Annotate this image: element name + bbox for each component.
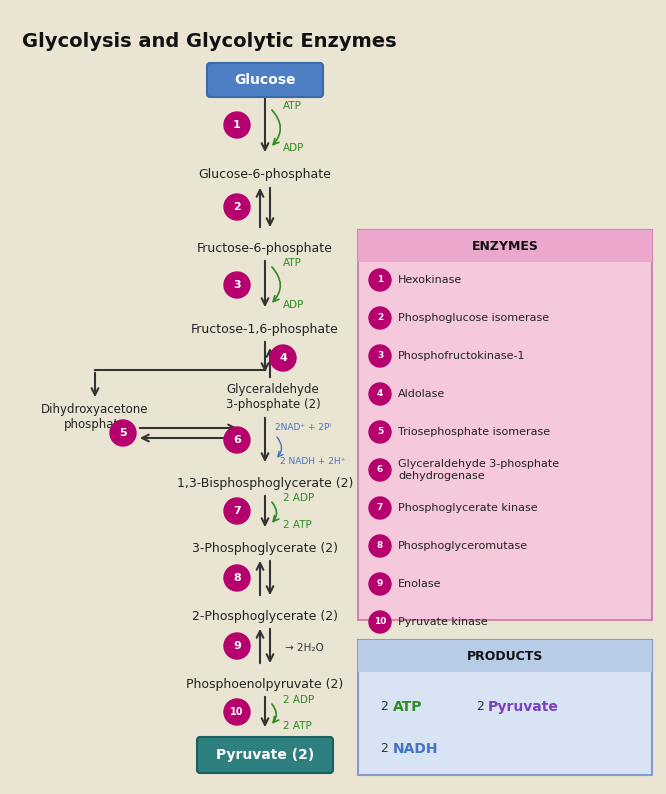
Text: ADP: ADP xyxy=(283,300,304,310)
Circle shape xyxy=(224,498,250,524)
Text: 2 ADP: 2 ADP xyxy=(283,493,314,503)
Text: Glucose-6-phosphate: Glucose-6-phosphate xyxy=(198,168,332,181)
FancyBboxPatch shape xyxy=(358,230,652,620)
Text: 2-Phosphoglycerate (2): 2-Phosphoglycerate (2) xyxy=(192,610,338,623)
Text: PRODUCTS: PRODUCTS xyxy=(467,649,543,662)
Text: 1,3-Bisphosphoglycerate (2): 1,3-Bisphosphoglycerate (2) xyxy=(176,477,353,490)
Text: 2: 2 xyxy=(380,700,388,714)
Text: 3: 3 xyxy=(233,280,241,290)
Text: 2: 2 xyxy=(233,202,241,212)
Text: Phosphoglyceromutase: Phosphoglyceromutase xyxy=(398,541,528,551)
Circle shape xyxy=(369,573,391,595)
Text: Glucose: Glucose xyxy=(234,73,296,87)
Text: 1: 1 xyxy=(377,276,383,284)
Circle shape xyxy=(369,535,391,557)
Text: Triosephosphate isomerase: Triosephosphate isomerase xyxy=(398,427,550,437)
Text: 1: 1 xyxy=(233,120,241,130)
Text: 2: 2 xyxy=(380,742,388,756)
Circle shape xyxy=(369,307,391,329)
Text: Glyceraldehyde 3-phosphate
dehydrogenase: Glyceraldehyde 3-phosphate dehydrogenase xyxy=(398,459,559,481)
Text: Fructose-1,6-phosphate: Fructose-1,6-phosphate xyxy=(191,323,339,336)
Text: 8: 8 xyxy=(377,542,383,550)
Circle shape xyxy=(369,383,391,405)
Text: Dihydroxyacetone
phosphate: Dihydroxyacetone phosphate xyxy=(41,403,149,431)
Text: Hexokinase: Hexokinase xyxy=(398,275,462,285)
Text: 6: 6 xyxy=(233,435,241,445)
Text: ADP: ADP xyxy=(283,143,304,153)
Text: 7: 7 xyxy=(233,506,241,516)
Circle shape xyxy=(224,565,250,591)
Text: 8: 8 xyxy=(233,573,241,583)
FancyBboxPatch shape xyxy=(197,737,333,773)
Text: 10: 10 xyxy=(374,618,386,626)
Text: 5: 5 xyxy=(377,427,383,437)
Circle shape xyxy=(369,497,391,519)
FancyBboxPatch shape xyxy=(358,640,652,775)
Text: Fructose-6-phosphate: Fructose-6-phosphate xyxy=(197,242,333,255)
Circle shape xyxy=(224,194,250,220)
Text: 2: 2 xyxy=(476,700,484,714)
Text: 2 ATP: 2 ATP xyxy=(283,520,312,530)
Text: Pyruvate: Pyruvate xyxy=(488,700,559,714)
Text: 2 ATP: 2 ATP xyxy=(283,721,312,731)
Circle shape xyxy=(224,699,250,725)
Text: ENZYMES: ENZYMES xyxy=(472,240,538,252)
Text: 4: 4 xyxy=(279,353,287,363)
Circle shape xyxy=(369,421,391,443)
Text: Enolase: Enolase xyxy=(398,579,442,589)
Text: Glyceraldehyde
3-phosphate (2): Glyceraldehyde 3-phosphate (2) xyxy=(226,383,320,411)
Text: Phosphoglucose isomerase: Phosphoglucose isomerase xyxy=(398,313,549,323)
Circle shape xyxy=(110,420,136,446)
Circle shape xyxy=(224,272,250,298)
Text: 3-Phosphoglycerate (2): 3-Phosphoglycerate (2) xyxy=(192,542,338,555)
Text: 2NAD⁺ + 2Pᴵ: 2NAD⁺ + 2Pᴵ xyxy=(275,423,331,433)
Text: Phosphofructokinase-1: Phosphofructokinase-1 xyxy=(398,351,525,361)
Text: 9: 9 xyxy=(233,641,241,651)
Text: ATP: ATP xyxy=(393,700,422,714)
Text: ATP: ATP xyxy=(283,101,302,111)
Text: 6: 6 xyxy=(377,465,383,475)
Text: 3: 3 xyxy=(377,352,383,360)
Circle shape xyxy=(224,427,250,453)
Text: NADH: NADH xyxy=(393,742,438,756)
Circle shape xyxy=(369,459,391,481)
Text: 5: 5 xyxy=(119,428,127,438)
FancyBboxPatch shape xyxy=(207,63,323,97)
Circle shape xyxy=(224,112,250,138)
Text: 9: 9 xyxy=(377,580,383,588)
Text: 10: 10 xyxy=(230,707,244,717)
Text: Phosphoenolpyruvate (2): Phosphoenolpyruvate (2) xyxy=(186,678,344,691)
Text: Pyruvate kinase: Pyruvate kinase xyxy=(398,617,488,627)
Circle shape xyxy=(369,345,391,367)
Circle shape xyxy=(369,611,391,633)
Text: → 2H₂O: → 2H₂O xyxy=(285,643,324,653)
Text: 4: 4 xyxy=(377,390,383,399)
Text: 2 NADH + 2H⁺: 2 NADH + 2H⁺ xyxy=(280,457,346,467)
Text: 7: 7 xyxy=(377,503,383,512)
Text: Glycolysis and Glycolytic Enzymes: Glycolysis and Glycolytic Enzymes xyxy=(22,32,397,51)
FancyBboxPatch shape xyxy=(358,230,652,262)
Text: Aldolase: Aldolase xyxy=(398,389,446,399)
Circle shape xyxy=(224,633,250,659)
Text: Phosphoglycerate kinase: Phosphoglycerate kinase xyxy=(398,503,537,513)
Text: ATP: ATP xyxy=(283,258,302,268)
Text: 2 ADP: 2 ADP xyxy=(283,695,314,705)
Circle shape xyxy=(270,345,296,371)
Circle shape xyxy=(369,269,391,291)
Text: Pyruvate (2): Pyruvate (2) xyxy=(216,748,314,762)
FancyBboxPatch shape xyxy=(358,640,652,672)
Text: 2: 2 xyxy=(377,314,383,322)
